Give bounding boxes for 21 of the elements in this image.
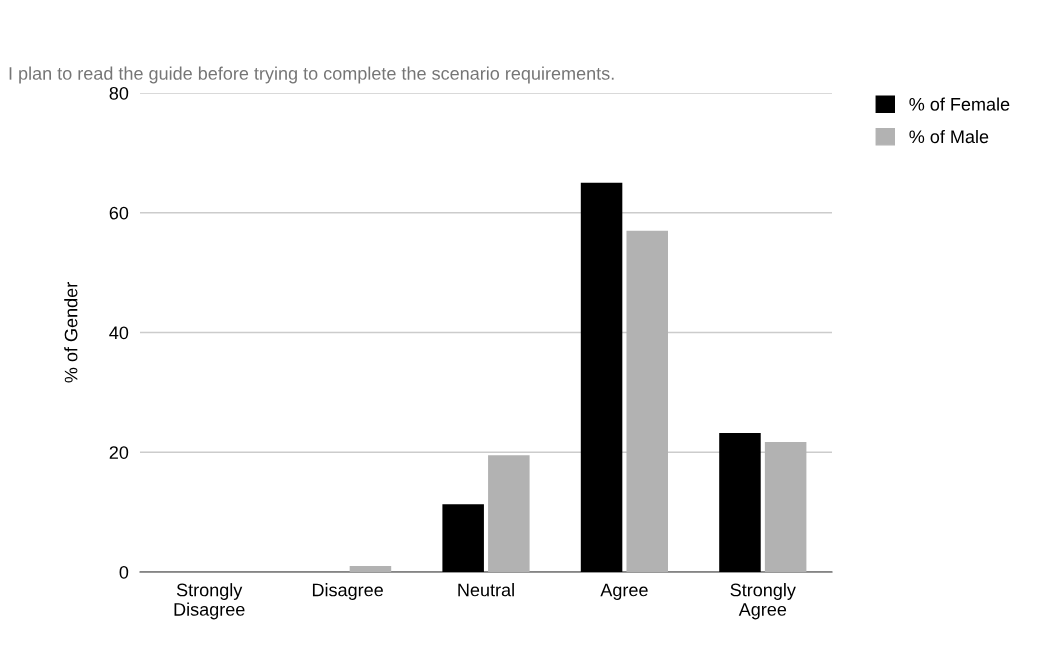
bar: [719, 433, 761, 572]
x-tick-label: Disagree: [312, 583, 383, 600]
x-tick-label: Neutral: [458, 583, 514, 597]
bar: [580, 182, 623, 572]
bar: [626, 230, 668, 572]
y-tick-label: 40: [109, 326, 129, 340]
y-tick-label: 80: [109, 86, 129, 100]
chart-title: I plan to read the guide before trying to complete the scenario requirements.: [9, 66, 614, 84]
bar: [442, 504, 484, 572]
bar: [349, 566, 392, 572]
y-tick-label: 0: [119, 565, 129, 579]
x-tick-label: Strongly Agree: [730, 583, 796, 620]
y-tick-label: 20: [109, 446, 129, 459]
legend-label: % of Male: [909, 129, 989, 144]
legend-label: % of Female: [909, 97, 1010, 111]
x-tick-label: Agree: [600, 583, 648, 600]
x-tick-label: Strongly Disagree: [174, 583, 245, 620]
bar: [764, 442, 807, 572]
bar: [488, 455, 530, 572]
y-axis-title: % of Gender: [64, 282, 78, 383]
y-tick-label: 60: [109, 206, 129, 220]
